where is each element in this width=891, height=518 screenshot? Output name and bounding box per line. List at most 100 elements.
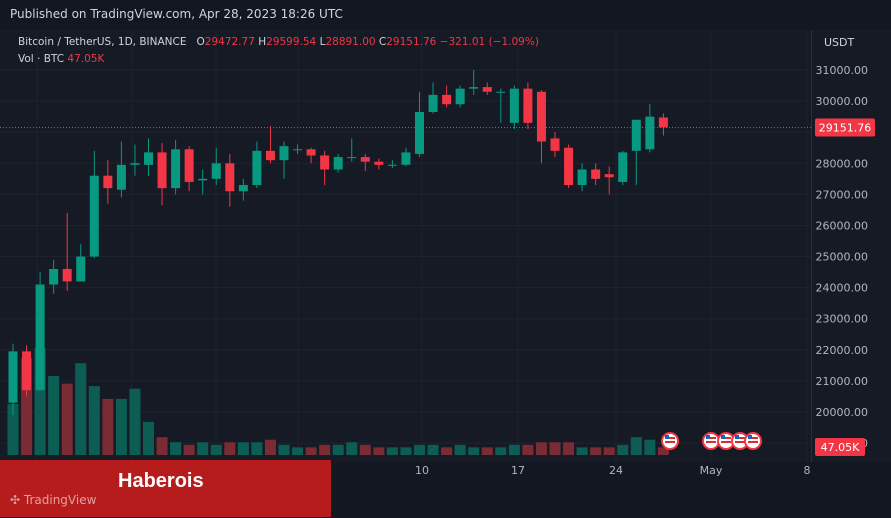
candle-body <box>49 268 59 285</box>
volume-bar <box>549 442 561 455</box>
low-value: 28891.00 <box>325 36 376 48</box>
candle-body <box>564 147 574 186</box>
volume-bar <box>143 421 154 455</box>
candle-body <box>523 88 533 123</box>
candle-body <box>455 88 465 105</box>
volume-bar <box>292 447 304 455</box>
candle-body <box>482 87 492 92</box>
candle-body <box>347 157 357 159</box>
candle-body <box>415 111 424 154</box>
tradingview-logo-icon: ✣ <box>10 493 21 507</box>
flag-stripe <box>748 441 758 443</box>
high-value: 29599.54 <box>266 36 317 48</box>
flag-stripe <box>665 441 675 443</box>
volume-bar <box>319 444 331 455</box>
flag-stripe <box>735 441 745 443</box>
volume-bar <box>34 347 46 455</box>
flag-stripe <box>665 437 675 439</box>
flag-canton <box>748 435 752 439</box>
time-tick-label: 8 <box>804 464 811 477</box>
volume-bar <box>644 439 656 455</box>
price-axis[interactable] <box>811 30 891 462</box>
volume-bar <box>454 444 466 455</box>
candle-body <box>198 178 208 181</box>
candle-body <box>238 185 248 192</box>
candle-body <box>293 149 303 151</box>
candle-body <box>279 146 289 161</box>
volume-bar <box>522 444 534 455</box>
candle-body <box>103 175 113 189</box>
watermark-text: Haberois <box>118 470 204 492</box>
volume-bar <box>170 442 182 455</box>
price-tick-label: 21000.00 <box>816 375 869 388</box>
price-tick-label: 31000.00 <box>816 64 869 77</box>
candle-body <box>496 91 506 93</box>
price-tick-label: 30000.00 <box>816 95 869 108</box>
volume-bar <box>359 444 371 455</box>
close-value: 29151.76 <box>386 36 437 48</box>
candle-body <box>184 149 194 182</box>
volume-bar <box>210 444 222 455</box>
volume-badge-text: 47.05K <box>821 441 860 454</box>
volume-badge <box>815 438 865 456</box>
candle-body <box>252 150 262 186</box>
flag-canton <box>721 435 725 439</box>
volume-bar <box>129 388 141 455</box>
flag-canton <box>665 435 669 439</box>
candle-body <box>550 138 560 151</box>
volume-bar <box>88 386 100 455</box>
candle-body <box>469 87 479 89</box>
time-tick-label: 10 <box>415 464 429 477</box>
flag-stripe <box>748 437 758 439</box>
price-tick-label: 20000.00 <box>816 406 869 419</box>
volume-legend[interactable]: Vol · BTC 47.05K <box>18 53 104 65</box>
candle-body <box>442 94 452 105</box>
candle-body <box>658 117 668 128</box>
price-tick-label: 22000.00 <box>816 344 869 357</box>
volume-legend-label: Vol · BTC <box>18 53 65 65</box>
candle-body <box>374 161 384 165</box>
volume-legend-value: 47.05K <box>67 53 105 65</box>
volume-bar <box>264 439 276 455</box>
candle-body <box>577 169 587 186</box>
candle-body <box>631 119 641 151</box>
volume-bar <box>237 442 249 455</box>
volume-bar <box>75 363 87 455</box>
volume-bar <box>305 447 317 455</box>
price-tick-label: 26000.00 <box>816 219 869 232</box>
volume-bar <box>332 444 344 455</box>
volume-bar <box>657 447 669 455</box>
volume-bar <box>61 383 73 455</box>
high-label: H <box>258 36 267 48</box>
candle-body <box>387 164 397 166</box>
candle-body <box>265 150 275 161</box>
candle-body <box>428 94 438 112</box>
volume-bar <box>468 447 480 455</box>
volume-bar <box>535 442 547 455</box>
volume-bar <box>7 404 19 455</box>
volume-bar <box>563 442 575 455</box>
symbol-legend[interactable]: Bitcoin / TetherUS, 1D, BINANCE O29472.7… <box>18 36 539 48</box>
flag-stripe <box>706 437 716 439</box>
volume-bar <box>183 444 195 455</box>
symbol-title: Bitcoin / TetherUS, 1D, BINANCE <box>18 36 187 48</box>
volume-bar <box>414 444 425 455</box>
time-tick-label: May <box>700 464 723 477</box>
volume-bar <box>441 447 453 455</box>
candle-body <box>144 152 153 165</box>
candle-body <box>8 351 18 403</box>
candle-body <box>360 157 370 162</box>
volume-bar <box>224 442 236 455</box>
volume-bar <box>102 398 114 455</box>
change-value: −321.01 (−1.09%) <box>439 36 539 48</box>
currency-label[interactable]: USDT <box>824 36 855 49</box>
volume-bar <box>508 444 520 455</box>
volume-bar <box>400 447 412 455</box>
candle-body <box>591 169 601 179</box>
candle-body <box>509 88 519 123</box>
volume-bar <box>630 437 642 455</box>
published-note: Published on TradingView.com, Apr 28, 20… <box>10 7 343 21</box>
volume-bar <box>603 447 615 455</box>
volume-bar <box>373 447 385 455</box>
